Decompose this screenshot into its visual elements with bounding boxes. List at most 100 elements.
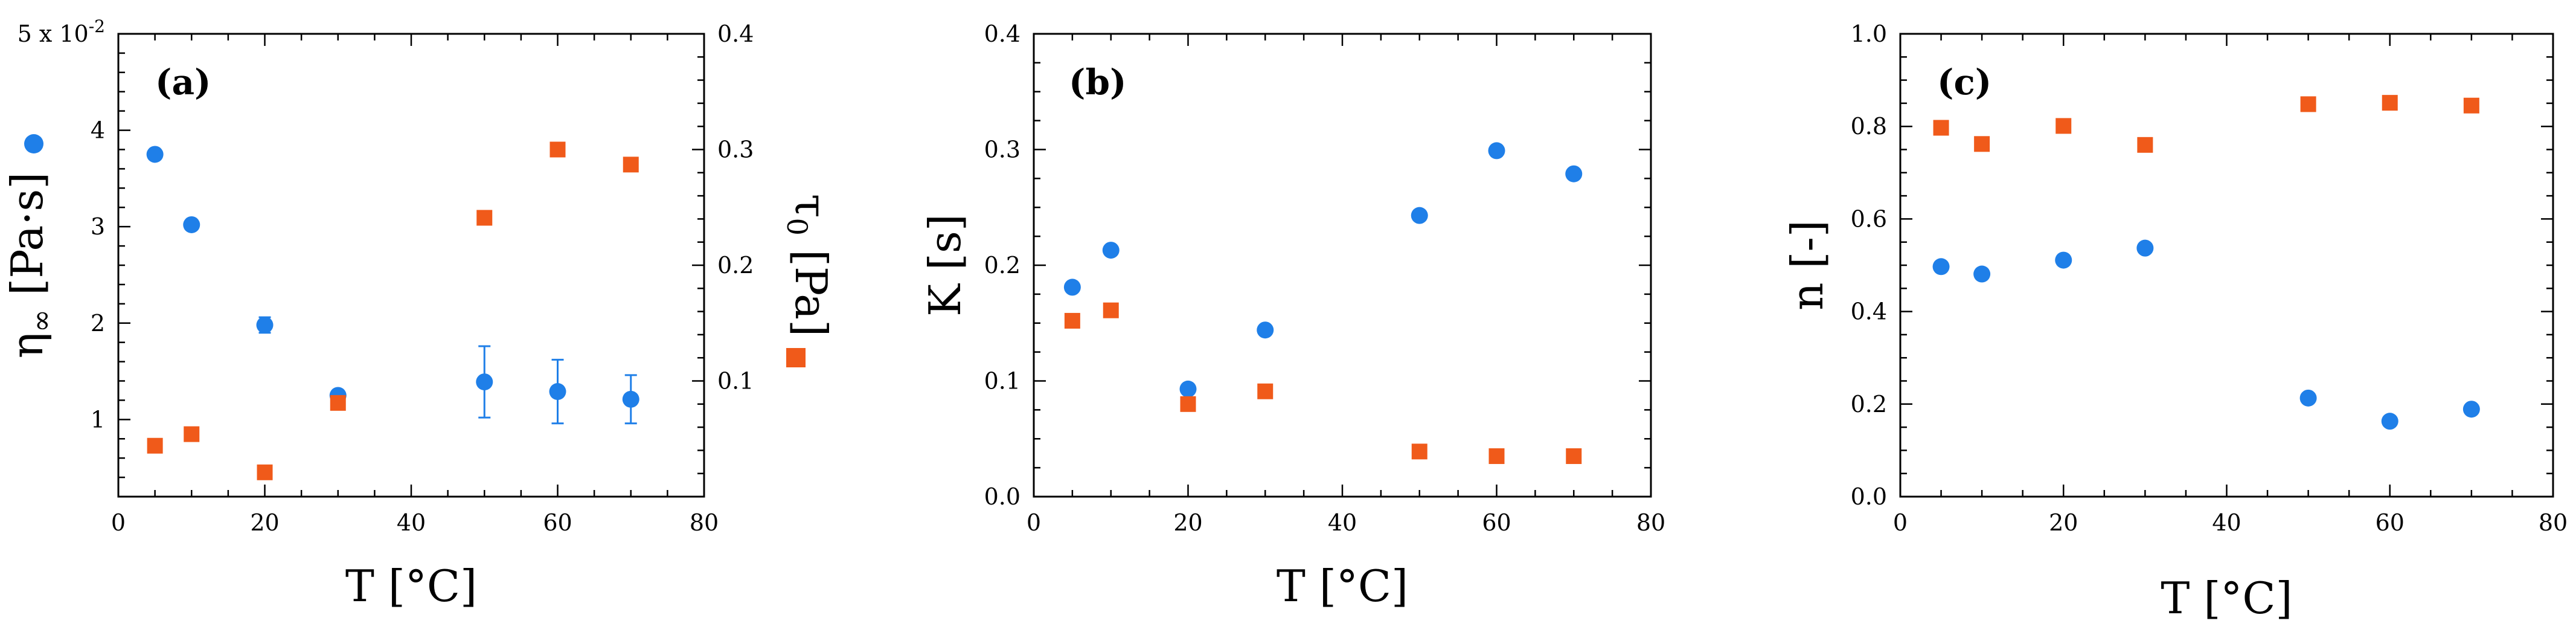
legend-marker-tau	[786, 348, 806, 367]
panel-b: 0 20 40 60 80 0.0 0.1 0.2 0.3 0.4 (b) T [°C] K [s]	[920, 21, 1665, 611]
y-axis-title: n [-]	[1782, 220, 1833, 311]
data-point-circle	[1179, 380, 1197, 398]
panel-a: 0 20 40 60 80 1 2 3 4 5 x 10-2 0.1 0.2 0.3 0.4 (a) T [°…	[2, 16, 836, 611]
data-point-square	[1180, 396, 1196, 412]
panel-c: 0 20 40 60 80 0.0 0.2 0.4 0.6 0.8 1.0 (c) T [°C] n [-…	[1782, 21, 2568, 624]
x-tick-label: 60	[2376, 509, 2405, 536]
data-point-square	[1411, 443, 1427, 460]
plot-frame	[117, 33, 705, 498]
x-tick-label: 0	[1893, 509, 1908, 536]
y-title-unit: [Pa·s]	[2, 172, 53, 309]
data-point-circle	[2462, 401, 2480, 418]
y-tick-label: 0.0	[984, 483, 1020, 510]
data-point-circle	[1102, 242, 1120, 259]
data-point-square	[549, 141, 566, 158]
data-point-circle	[256, 316, 274, 334]
y-title-right-unit: [Pa]	[786, 236, 836, 337]
x-tick-label: 80	[2539, 509, 2568, 536]
y-axis-title-left: η∞ [Pa·s]	[2, 172, 57, 359]
y-tick-label-right: 0.1	[717, 368, 754, 395]
y-tick-label: 0.6	[1851, 205, 1887, 232]
y-scale-base: 5 x 10	[18, 21, 89, 47]
data-point-square	[2300, 96, 2316, 112]
data-point-square	[1257, 383, 1274, 399]
data-point-square	[184, 426, 200, 442]
y-tick-label: 0.4	[984, 21, 1020, 47]
x-axis-title: T [°C]	[2161, 573, 2292, 624]
y-title-right-symbol: τ	[786, 194, 836, 218]
y-tick-label: 0.4	[1851, 298, 1887, 325]
data-point-square	[1488, 448, 1505, 464]
data-point-circle	[2136, 239, 2154, 257]
panel-label: (a)	[155, 62, 211, 103]
y-scale-label: 5 x 10-2	[18, 16, 105, 47]
y-tick-label-right: 0.2	[717, 252, 754, 279]
x-tick-label: 80	[690, 509, 719, 536]
data-point-square	[2055, 118, 2072, 134]
x-tick-label: 60	[543, 509, 572, 536]
data-point-circle	[2381, 413, 2398, 430]
data-point-circle	[1063, 279, 1081, 296]
data-point-circle	[146, 146, 164, 163]
x-tick-label: 40	[1328, 509, 1357, 536]
y-tick-label-left: 3	[91, 213, 105, 240]
data-point-square	[1974, 136, 1990, 152]
x-axis-title: T [°C]	[1277, 561, 1408, 611]
data-point-square	[2382, 95, 2398, 111]
y-tick-label-left: 4	[91, 117, 105, 144]
x-tick-label: 0	[111, 509, 126, 536]
y-tick-label-right: 0.4	[717, 21, 754, 47]
x-tick-label: 20	[250, 509, 279, 536]
data-point-circle	[183, 216, 200, 233]
y-tick-label: 0.0	[1851, 483, 1887, 510]
data-point-circle	[549, 383, 566, 401]
data-point-square	[1566, 448, 1582, 464]
y-tick-label: 0.8	[1851, 113, 1887, 140]
x-tick-label: 80	[1636, 509, 1665, 536]
y-tick-label: 0.2	[1851, 391, 1887, 417]
x-tick-label: 0	[1027, 509, 1041, 536]
y-axis-title: K [s]	[920, 214, 970, 317]
data-point-circle	[622, 390, 639, 408]
y-axis-title-right: τ0 [Pa]	[781, 194, 836, 337]
y-title-right-subscript: 0	[781, 218, 813, 236]
data-point-square	[1064, 312, 1080, 329]
y-title-symbol: η	[2, 332, 53, 358]
x-tick-label: 20	[2049, 509, 2078, 536]
data-point-square	[2463, 97, 2479, 114]
y-tick-label-right: 0.3	[717, 137, 754, 163]
data-point-circle	[2055, 251, 2072, 269]
data-point-square	[257, 464, 273, 480]
y-tick-label-left: 2	[91, 310, 105, 337]
data-point-circle	[476, 373, 493, 391]
panel-label: (c)	[1937, 62, 1991, 103]
y-tick-label: 0.1	[984, 368, 1020, 395]
data-point-square	[147, 437, 163, 454]
y-tick-label: 1.0	[1851, 21, 1887, 47]
y-tick-label: 0.3	[984, 137, 1020, 163]
y-scale-exponent: -2	[89, 16, 105, 36]
data-point-square	[1103, 302, 1119, 318]
data-point-circle	[1565, 165, 1583, 182]
data-point-square	[623, 156, 639, 173]
plot-frame	[1899, 33, 2554, 498]
data-point-circle	[1973, 265, 1991, 283]
data-point-square	[476, 210, 493, 226]
data-point-circle	[1932, 258, 1950, 276]
x-tick-label: 40	[397, 509, 426, 536]
data-point-circle	[1257, 321, 1274, 339]
x-tick-label: 20	[1173, 509, 1202, 536]
data-point-square	[2137, 137, 2153, 153]
x-tick-label: 40	[2212, 509, 2241, 536]
y-tick-label: 0.2	[984, 252, 1020, 279]
data-point-circle	[1488, 142, 1505, 160]
x-axis-title: T [°C]	[345, 561, 477, 611]
plot-frame	[1033, 33, 1652, 498]
data-point-circle	[1411, 207, 1428, 224]
x-tick-label: 60	[1482, 509, 1511, 536]
y-tick-label-left: 1	[91, 406, 105, 433]
data-point-square	[330, 395, 346, 411]
data-point-circle	[2299, 389, 2317, 407]
panel-label: (b)	[1069, 62, 1126, 103]
